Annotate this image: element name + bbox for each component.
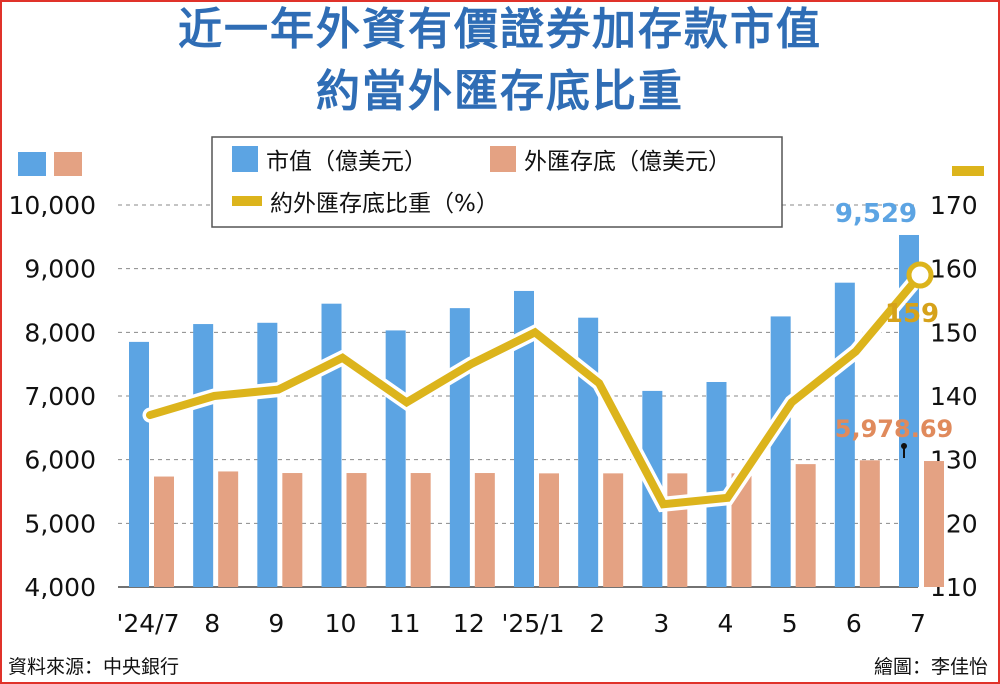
chart-title-line1: 近一年外資有價證券加存款市值 bbox=[178, 4, 822, 55]
bar-fx-reserves bbox=[603, 473, 624, 587]
left-axis-swatch-fx-reserves bbox=[54, 152, 82, 176]
x-tick-label: 3 bbox=[653, 609, 669, 638]
bar-fx-reserves bbox=[410, 473, 431, 587]
bar-market-value bbox=[706, 381, 727, 587]
legend-swatch-fx-reserves bbox=[490, 146, 516, 172]
legend-swatch-ratio bbox=[232, 196, 262, 206]
data-label-fx-reserves: 5,978.69 bbox=[835, 415, 953, 443]
bar-market-value bbox=[514, 290, 534, 587]
bar-market-value bbox=[899, 234, 919, 587]
left-axis-tick-label: 4,000 bbox=[24, 573, 96, 602]
left-axis-tick-label: 6,000 bbox=[24, 446, 96, 475]
bar-fx-reserves bbox=[218, 471, 239, 587]
x-tick-label: 10 bbox=[325, 609, 357, 638]
bar-market-value bbox=[321, 303, 342, 587]
left-axis-tick-label: 8,000 bbox=[24, 318, 96, 347]
x-tick-label: 2 bbox=[589, 609, 605, 638]
bar-fx-reserves bbox=[859, 460, 880, 587]
x-tick-label: 8 bbox=[204, 609, 220, 638]
right-axis-tick-label: 150 bbox=[930, 318, 978, 347]
x-tick-label: 12 bbox=[453, 609, 485, 638]
left-axis-tick-label: 5,000 bbox=[24, 509, 96, 538]
legend-label-market-value: 市值（億美元） bbox=[266, 149, 427, 175]
bar-market-value bbox=[129, 341, 149, 587]
annotation-pointer-dot bbox=[901, 443, 907, 449]
bar-market-value bbox=[257, 322, 278, 587]
bar-fx-reserves bbox=[795, 464, 816, 587]
x-tick-label: 4 bbox=[718, 609, 734, 638]
bar-fx-reserves bbox=[154, 476, 174, 587]
chart-title-line2: 約當外匯存底比重 bbox=[316, 66, 684, 117]
bar-market-value bbox=[770, 316, 791, 587]
bar-market-value bbox=[385, 330, 406, 587]
left-axis-tick-label: 9,000 bbox=[24, 255, 96, 284]
right-axis-swatch-ratio bbox=[952, 166, 984, 176]
bar-market-value bbox=[578, 317, 599, 587]
legend-swatch-market-value bbox=[232, 146, 258, 172]
left-axis-tick-label: 10,000 bbox=[9, 191, 96, 220]
bar-fx-reserves bbox=[282, 473, 303, 587]
bar-fx-reserves bbox=[539, 473, 559, 587]
x-tick-label: 9 bbox=[268, 609, 284, 638]
source-note: 資料來源：中央銀行 bbox=[8, 656, 180, 678]
x-tick-label: '25/1 bbox=[501, 609, 564, 638]
bar-fx-reserves bbox=[667, 473, 688, 587]
left-axis-swatch-market-value bbox=[18, 152, 46, 176]
x-tick-label: 11 bbox=[389, 609, 421, 638]
right-axis-tick-label: 160 bbox=[930, 255, 978, 284]
bar-fx-reserves bbox=[731, 473, 752, 587]
bar-market-value bbox=[193, 324, 214, 587]
ratio-line bbox=[146, 271, 924, 509]
data-label-ratio: 159 bbox=[885, 299, 939, 329]
legend-label-fx-reserves: 外匯存底（億美元） bbox=[524, 149, 731, 175]
x-tick-label: 5 bbox=[782, 609, 798, 638]
bar-fx-reserves bbox=[346, 473, 367, 587]
bar-fx-reserves bbox=[924, 461, 944, 587]
credit-note: 繪圖：李佳怡 bbox=[873, 656, 988, 678]
ratio-endpoint-marker bbox=[906, 261, 934, 289]
right-axis-tick-label: 140 bbox=[930, 382, 978, 411]
right-axis-tick-label: 170 bbox=[930, 191, 978, 220]
bar-market-value bbox=[449, 308, 470, 587]
bar-fx-reserves bbox=[474, 473, 495, 587]
legend-label-ratio: 約外匯存底比重（%） bbox=[270, 191, 499, 217]
x-tick-label: '24/7 bbox=[116, 609, 179, 638]
left-axis-tick-label: 7,000 bbox=[24, 382, 96, 411]
x-tick-label: 7 bbox=[910, 609, 926, 638]
data-label-market-value: 9,529 bbox=[835, 199, 917, 229]
x-tick-label: 6 bbox=[846, 609, 862, 638]
